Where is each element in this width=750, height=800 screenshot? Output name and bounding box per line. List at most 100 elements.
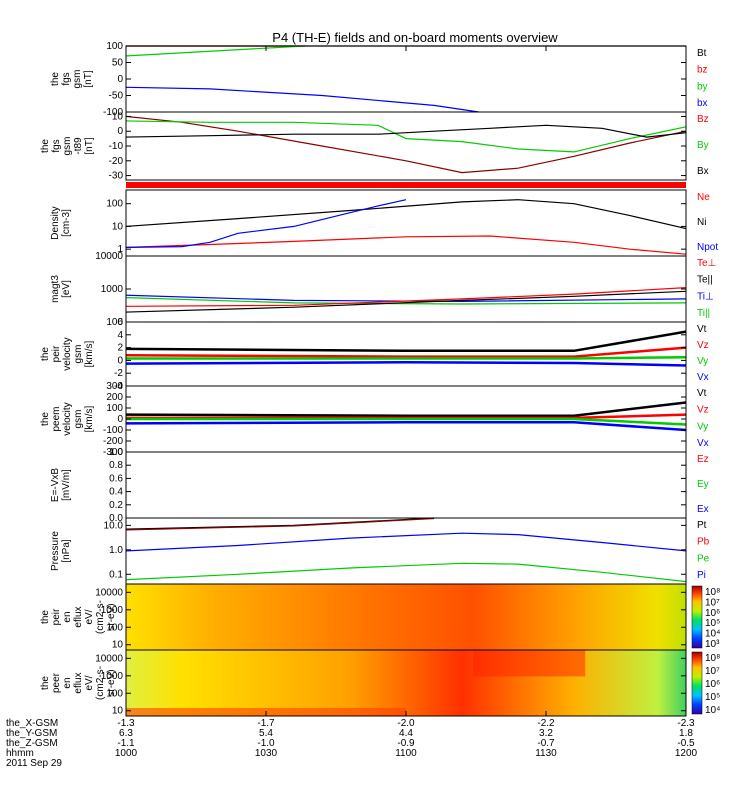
series-vt [125, 401, 687, 417]
colorbar-p10 [691, 651, 703, 715]
legend-entry: Ti⊥ [697, 291, 714, 302]
ylabel-line: (cm2-s- [95, 666, 106, 700]
ylabel-line: the [40, 412, 51, 426]
ytick-label: 1000 [101, 671, 124, 682]
series-te [125, 287, 687, 307]
ylabel-line: eflux [73, 606, 84, 627]
ytick-label: 1000 [101, 605, 124, 616]
ylabel-line: [eV] [61, 280, 72, 298]
footer-row-name: the_Y-GSM [6, 728, 57, 739]
ylabel-line: peer [51, 672, 62, 693]
ylabel-line: fgs [61, 72, 72, 85]
series-ni [125, 199, 687, 230]
legend-entry: Ez [697, 454, 709, 465]
ylabel-line: en [62, 611, 73, 622]
ytick-label: 200 [106, 392, 123, 403]
ylabel-line: peem [51, 406, 62, 431]
ylabel-line: gsm [73, 410, 84, 429]
series-bx [125, 86, 479, 113]
series-vx [125, 361, 687, 367]
footer-value: -2.3 [677, 718, 695, 729]
series-ti [125, 294, 687, 303]
colorbar-tick: 10⁷ [705, 597, 720, 608]
panel-frame [125, 255, 687, 323]
ytick-label: 10 [112, 111, 124, 122]
panel-frame [125, 451, 687, 519]
series-vx [125, 421, 687, 432]
spectrogram-p9 [126, 584, 686, 650]
ytick-label: 2 [117, 343, 123, 354]
ytick-label: 300 [106, 381, 123, 392]
ylabel-line: gsm [72, 70, 83, 89]
footer-value: -2.0 [397, 718, 415, 729]
legend-entry: Vy [697, 356, 708, 367]
legend-entry: Vz [697, 340, 709, 351]
ytick-label: 0 [117, 414, 123, 425]
ylabel-line: Pressure [50, 531, 61, 571]
legend-entry: Vz [697, 405, 709, 416]
series-vy [126, 417, 687, 426]
ylabel-line: magt3 [50, 275, 61, 303]
colorbar-tick: 10⁶ [705, 608, 720, 619]
legend-entry: bx [697, 98, 708, 109]
footer-value: -1.1 [117, 738, 135, 749]
ytick-label: 10 [112, 640, 124, 651]
ylabel-line: peir [51, 608, 62, 625]
ylabel-line: gsm [73, 345, 84, 364]
series-npot [125, 199, 407, 248]
ylabel-line: velocity [62, 337, 73, 370]
series-ne [125, 235, 687, 255]
ylabel-line: fgs [51, 139, 62, 152]
ephemeris-bar [126, 182, 686, 188]
ytick-label: 1 [117, 244, 123, 255]
legend-entry: by [697, 81, 708, 92]
ylabel-line: sr-eV) [106, 603, 117, 630]
ylabel-line: [km/s] [84, 405, 95, 432]
colorbar-tick: 10⁵ [705, 692, 720, 703]
ytick-label: -100 [103, 425, 123, 436]
ytick-label: 10.0 [104, 520, 124, 531]
ytick-label: 0 [117, 126, 123, 137]
ytick-label: 100 [106, 688, 123, 699]
series-by [125, 45, 306, 57]
ylabel-line: [nT] [83, 70, 94, 87]
legend-entry: Vx [697, 438, 709, 449]
panel-p3: 100 10 1 Density [cm-3] Ne Ni Npot [50, 189, 718, 257]
footer-row-name: hhmm [6, 748, 34, 759]
series-bz [125, 115, 687, 174]
ylabel-line: [km/s] [84, 340, 95, 367]
ytick-label: 0 [117, 355, 123, 366]
panel-p10: 10⁸ 10⁷ 10⁶ 10⁵ 10⁴ 10000 1000 100 10 the peer en ef… [40, 649, 720, 717]
ytick-label: 100 [106, 41, 123, 52]
footer-value: 1000 [115, 748, 138, 759]
colorbar-tick: 10⁴ [705, 629, 720, 640]
ytick-label: 10000 [95, 587, 123, 598]
panel-frame [125, 45, 687, 113]
ytick-label: 10000 [95, 653, 123, 664]
ytick-label: 1000 [101, 284, 124, 295]
ylabel-line: the [50, 72, 61, 86]
legend-entry: Bx [697, 166, 709, 177]
series-pe [125, 562, 687, 583]
ytick-label: 100 [106, 199, 123, 210]
footer-value: 4.4 [399, 728, 413, 739]
series-vz [125, 346, 687, 358]
ytick-label: 0.8 [109, 460, 123, 471]
legend-entry: Te|| [697, 275, 713, 286]
legend-entry: Ni [697, 217, 706, 228]
footer-value: -2.2 [537, 718, 555, 729]
colorbar-tick: 10⁶ [705, 679, 720, 690]
legend-entry: Bz [697, 114, 709, 125]
legend-entry: Pe [697, 553, 710, 564]
ylabel-line: eV/ [84, 609, 95, 624]
ylabel-line: the [40, 610, 51, 624]
legend-entry: Ey [697, 479, 709, 490]
ytick-label: 0 [117, 74, 123, 85]
legend-entry: Ti|| [697, 308, 710, 319]
footer-group: the_X-GSM -1.3 -1.7 -2.0 -2.2 -2.3 the_Y-GSM 6.… [6, 46, 698, 769]
ytick-label: 100 [106, 403, 123, 414]
ytick-label: -100 [103, 107, 123, 118]
spectrogram-p10 [126, 650, 686, 716]
